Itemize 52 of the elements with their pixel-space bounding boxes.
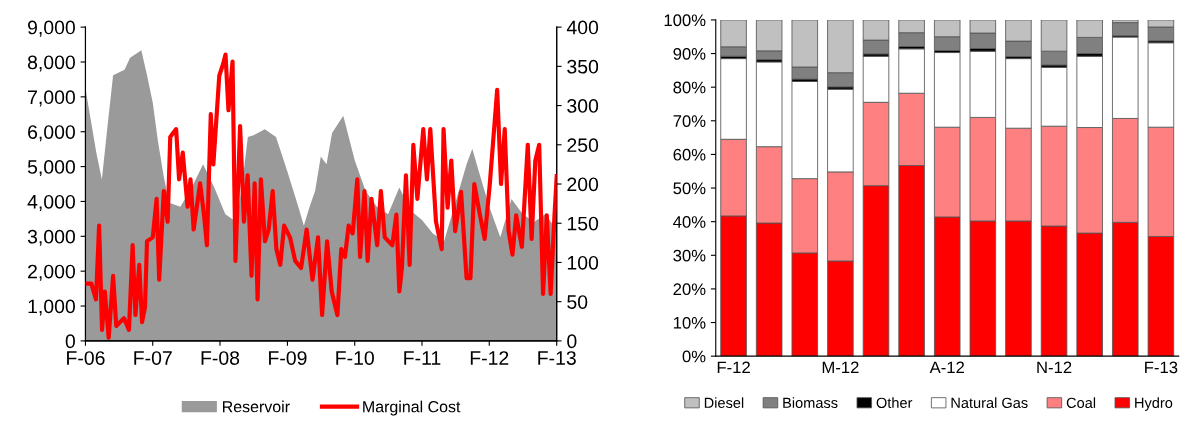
y2-tick-label: 200: [567, 177, 599, 192]
y2-tick-label: 0: [567, 334, 577, 349]
y-tick-label: 100%: [664, 14, 706, 27]
y2-tick-label: 150: [567, 216, 599, 231]
y-tick-label: 10%: [673, 316, 706, 329]
y-tick-label: 6,000: [28, 125, 75, 142]
y-tick-label: 9,000: [28, 20, 75, 37]
y-tick-label: 3,000: [27, 229, 75, 246]
y-tick-label: 0: [65, 334, 75, 349]
x-tick-label: F-13: [1145, 361, 1178, 374]
y-tick-label: 80%: [673, 81, 706, 94]
legend-label: Marginal Cost: [363, 400, 461, 416]
y-tick-label: 50%: [673, 182, 706, 195]
y-tick-label: 5,000: [27, 160, 75, 177]
y2-tick-label: 50: [567, 295, 588, 309]
y2-tick-label: 300: [567, 99, 599, 113]
x-tick-label: F-06: [67, 351, 105, 365]
x-tick-label: F-13: [538, 351, 576, 365]
y-tick-label: 20%: [673, 283, 706, 296]
y2-tick-label: 400: [566, 20, 599, 35]
legend-label: Biomass: [783, 397, 838, 409]
x-tick-label: F-09: [269, 351, 307, 365]
legend-label: Diesel: [704, 397, 744, 409]
x-tick-label: F-08: [201, 351, 240, 365]
x-tick-label: F-10: [336, 351, 374, 365]
y-tick-label: 70%: [673, 115, 706, 127]
legend-label: Reservoir: [222, 400, 290, 413]
y-tick-label: 8,000: [27, 55, 75, 72]
legend-label: Coal: [1066, 397, 1096, 409]
y-tick-label: 1,000: [28, 299, 75, 316]
y-tick-label: 40%: [673, 216, 706, 228]
legend-label: Other: [876, 397, 913, 409]
y-tick-label: 60%: [673, 148, 706, 161]
x-tick-label: F-12: [470, 351, 509, 365]
x-tick-label: N-12: [1037, 361, 1072, 374]
y2-tick-label: 100: [567, 255, 599, 270]
x-tick-label: A-12: [929, 361, 964, 374]
y-tick-label: 7,000: [28, 90, 75, 107]
x-tick-label: F-12: [717, 361, 750, 374]
y-tick-label: 4,000: [27, 194, 75, 211]
x-tick-label: F-07: [134, 351, 172, 365]
y-tick-label: 30%: [673, 249, 706, 262]
y-tick-label: 2,000: [28, 264, 75, 281]
y-tick-label: 0%: [682, 350, 706, 363]
bar: [1112, 22, 1139, 37]
y2-tick-label: 350: [567, 59, 599, 74]
x-tick-label: F-11: [404, 351, 441, 365]
y-tick-label: 90%: [673, 47, 706, 60]
legend-label: Natural Gas: [951, 397, 1028, 409]
x-tick-label: M-12: [822, 361, 859, 374]
y2-tick-label: 250: [567, 138, 599, 153]
legend-label: Hydro: [1135, 397, 1173, 411]
